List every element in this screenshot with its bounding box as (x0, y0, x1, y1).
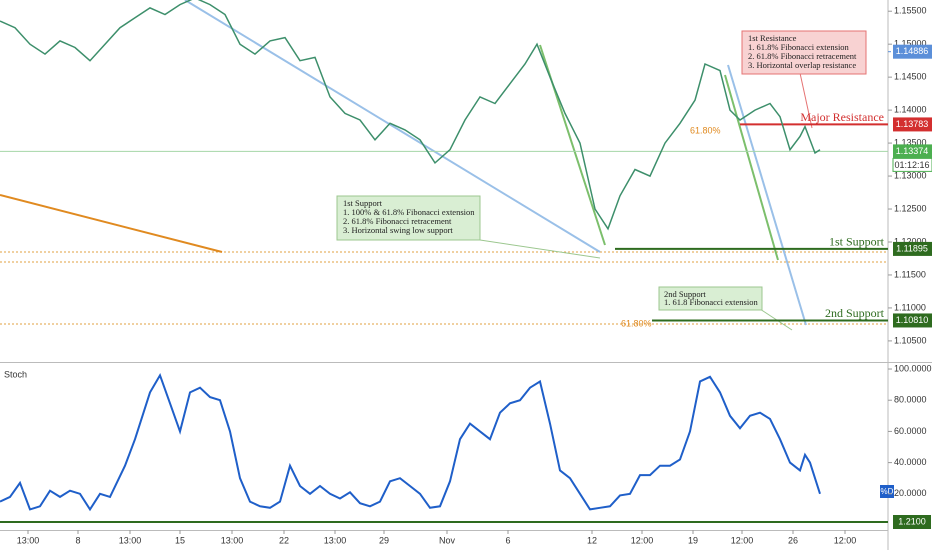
pointer (479, 239, 601, 259)
y-tick-label: 1.14500 (894, 72, 927, 82)
note-box (658, 286, 763, 311)
panel-title: Stoch (4, 369, 27, 379)
level-label: 1.2100 (898, 516, 926, 526)
x-tick-label: 13:00 (17, 535, 40, 545)
countdown: 01:12:16 (894, 160, 929, 170)
series-line (0, 372, 821, 512)
y-tick-label: 1.15500 (894, 6, 927, 16)
trend-arrow (727, 64, 807, 326)
legend-label: %D (881, 487, 894, 496)
level-box (893, 515, 931, 529)
note-box (336, 195, 481, 241)
y-tick-label: 1.10500 (894, 335, 927, 345)
note-resistance: 1st Resistance 1. 61.8% Fibonacci extens… (741, 30, 867, 75)
note-line: 1. 100% & 61.8% Fibonacci extension (343, 207, 475, 217)
y-tick-label: 1.13500 (894, 137, 927, 147)
fib-label: 61.80% (690, 125, 721, 135)
x-tick-label: 6 (505, 535, 510, 545)
x-tick-label: 13:00 (221, 535, 244, 545)
y-tick-label: 1.12500 (894, 203, 927, 213)
x-tick-label: 19 (688, 535, 698, 545)
price-box (893, 44, 932, 59)
note-line: 2. 61.8% Fibonacci retracement (343, 216, 452, 226)
level-name: 1st Support (829, 235, 885, 249)
note-support1: 1st Support 1. 100% & 61.8% Fibonacci ex… (336, 195, 481, 241)
x-tick-label: 15 (175, 535, 185, 545)
legend-box (880, 485, 894, 498)
y-tick-label: 60.0000 (894, 426, 927, 436)
note-line: 3. Horizontal swing low support (343, 225, 453, 235)
price-label: 1.13374 (896, 146, 929, 156)
y-tick-label: 1.13000 (894, 170, 927, 180)
x-tick-label: 29 (379, 535, 389, 545)
x-tick-label: 12 (587, 535, 597, 545)
trend-arrow (724, 74, 779, 261)
x-tick-label: 12:00 (834, 535, 857, 545)
note-line: 1. 61.8% Fibonacci extension (748, 42, 850, 52)
note-line: 3. Horizontal overlap resistance (748, 60, 856, 70)
y-tick-label: 20.0000 (894, 488, 927, 498)
y-tick-label: 1.12000 (894, 236, 927, 246)
note-box (741, 30, 867, 75)
level-name: 2nd Support (825, 306, 885, 320)
price-label: 1.10810 (896, 315, 929, 325)
countdown-box (892, 157, 932, 172)
x-tick-label: 22 (279, 535, 289, 545)
x-tick-label: 13:00 (324, 535, 347, 545)
y-tick-label: 40.0000 (894, 457, 927, 467)
x-tick-label: 26 (788, 535, 798, 545)
note-title: 1st Resistance (748, 33, 797, 43)
price-label: 1.13783 (896, 119, 929, 129)
y-tick-label: 80.0000 (894, 395, 927, 405)
note-line: 1. 61.8 Fibonacci extension (664, 297, 758, 307)
x-tick-label: 12:00 (731, 535, 754, 545)
x-tick-label: 12:00 (631, 535, 654, 545)
price-box (893, 144, 932, 159)
x-tick-label: 8 (75, 535, 80, 545)
x-tick-label: 13:00 (119, 535, 142, 545)
trend-arrow (184, 0, 601, 253)
price-box (893, 117, 932, 132)
price-box (893, 313, 932, 328)
level-name: Major Resistance (800, 110, 884, 124)
price-label: 1.14886 (896, 46, 929, 56)
y-tick-label: 100.0000 (894, 363, 932, 373)
note-line: 2. 61.8% Fibonacci retracement (748, 51, 857, 61)
price-box (893, 241, 932, 256)
note-title: 2nd Support (664, 289, 706, 299)
y-tick-label: 1.14000 (894, 104, 927, 114)
y-tick-label: 1.11000 (894, 302, 926, 312)
note-support2: 2nd Support 1. 61.8 Fibonacci extension (658, 286, 763, 311)
y-tick-label: 1.11500 (894, 269, 926, 279)
fib-label: 61.80% (621, 318, 652, 328)
series-line (0, 0, 821, 231)
price-label: 1.11895 (896, 243, 928, 253)
y-tick-label: 1.15000 (894, 39, 927, 49)
pointer (799, 72, 813, 129)
note-title: 1st Support (343, 198, 383, 208)
x-tick-label: Nov (439, 535, 456, 545)
trend-arrow (0, 194, 223, 253)
